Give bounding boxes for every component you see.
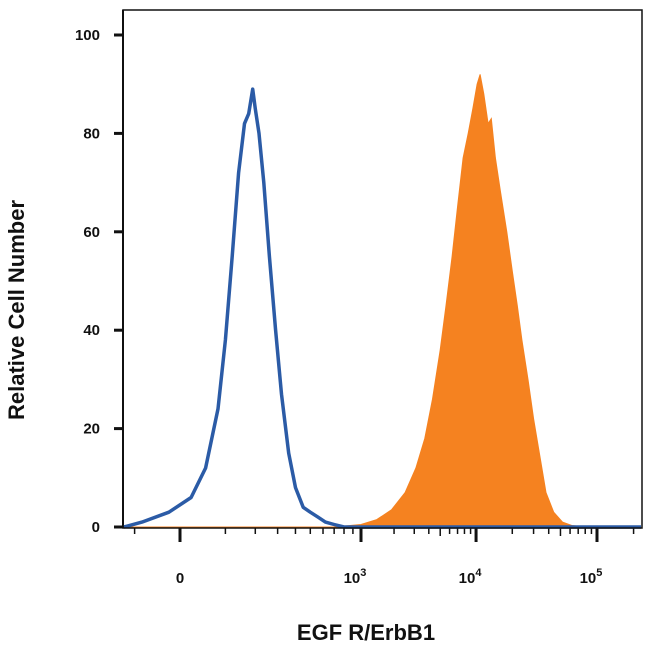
x-tick-label: 103: [344, 567, 367, 587]
y-tick-label: 20: [83, 421, 100, 438]
y-axis: 0 20 40 60 80 100: [75, 10, 124, 536]
y-tick-label: 100: [75, 27, 100, 44]
y-tick-label: 60: [83, 224, 100, 241]
x-tick-label: 0: [176, 570, 184, 587]
x-axis-title: EGF R/ErbB1: [297, 620, 435, 645]
filled-histogram-series: [124, 74, 641, 528]
y-axis-title: Relative Cell Number: [4, 200, 29, 421]
x-tick-label: 105: [580, 567, 603, 587]
y-tick-label: 0: [92, 519, 100, 536]
x-tick-label: 104: [459, 567, 483, 587]
y-tick-label: 40: [83, 322, 100, 339]
y-tick-label: 80: [83, 125, 100, 142]
x-axis: 0 103 104 105: [133, 528, 635, 587]
plot-frame: [122, 9, 643, 529]
x-ticks: 0 103 104 105: [176, 528, 603, 587]
outline-histogram-series: [123, 87, 641, 529]
x-minor-ticks: [133, 528, 635, 536]
series-layer: [123, 74, 641, 529]
y-ticks: 0 20 40 60 80 100: [75, 27, 123, 536]
